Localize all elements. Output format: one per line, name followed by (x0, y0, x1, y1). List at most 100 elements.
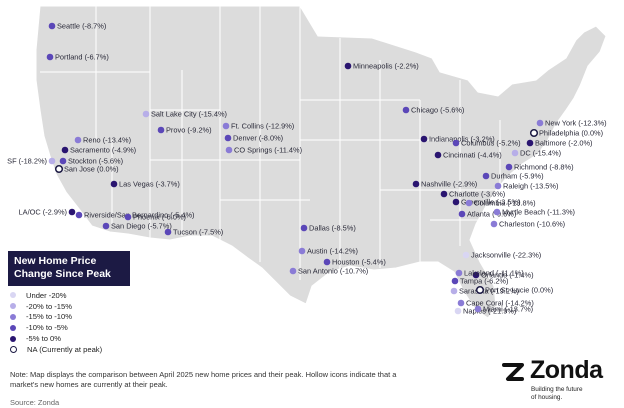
market-label: Columbia (-13.8%) (474, 199, 536, 208)
market-dot (494, 182, 502, 190)
market-label: Houston (-5.4%) (332, 258, 386, 267)
market-dot (46, 53, 54, 61)
market-dot (344, 62, 352, 70)
market-dot (164, 228, 172, 236)
legend-label: -15% to -10% (26, 312, 73, 322)
market-dot (298, 247, 306, 255)
market-dot (300, 224, 308, 232)
zonda-brand: Zonda Building the future of housing. (500, 356, 620, 404)
market-label: Philadelphia (0.0%) (539, 129, 603, 138)
market-dot (475, 285, 485, 295)
legend-item: -5% to 0% (10, 333, 102, 344)
market-dot (323, 258, 331, 266)
market-label: Raleigh (-13.5%) (503, 182, 558, 191)
market-dot (61, 146, 69, 154)
legend-label: Under -20% (26, 290, 67, 300)
market-label: DC (-15.4%) (520, 149, 561, 158)
market-dot (68, 208, 76, 216)
market-dot (454, 307, 462, 315)
market-dot (412, 180, 420, 188)
market-dot (505, 163, 513, 171)
market-dot (511, 149, 519, 157)
market-label: Minneapolis (-2.2%) (353, 62, 419, 71)
market-label: Richmond (-8.8%) (514, 163, 574, 172)
market-label: Myrtle Beach (-11.3%) (502, 208, 575, 217)
brand-tagline-line2: of housing. (531, 393, 563, 401)
market-dot (490, 220, 498, 228)
market-dot (289, 267, 297, 275)
market-label: Naples (-21.9%) (463, 307, 516, 316)
market-label: Sacramento (-4.9%) (70, 146, 136, 155)
market-label: San Jose (0.0%) (64, 165, 119, 174)
market-dot (142, 110, 150, 118)
market-dot (102, 222, 110, 230)
market-label: New York (-12.3%) (545, 119, 607, 128)
market-dot (48, 22, 56, 30)
market-dot (457, 299, 465, 307)
market-label: Portland (-6.7%) (55, 53, 109, 62)
market-dot (124, 213, 132, 221)
market-label: Chicago (-5.6%) (411, 106, 464, 115)
market-label: Indianapolis (-3.2%) (429, 135, 495, 144)
legend: Under -20% -20% to -15% -15% to -10% -10… (10, 290, 102, 355)
market-dot (465, 199, 473, 207)
market-dot (452, 139, 460, 147)
market-dot (110, 180, 118, 188)
note-line2: market's new homes are currently at thei… (10, 380, 168, 389)
market-dot (472, 271, 480, 279)
legend-title-line1: New Home Price (14, 255, 97, 267)
market-label: SF (-18.2%) (7, 157, 47, 166)
market-dot (493, 208, 501, 216)
market-label: Jacksonville (-22.3%) (471, 251, 541, 260)
market-label: Nashville (-2.9%) (421, 180, 477, 189)
market-label: Las Vegas (-3.7%) (119, 180, 180, 189)
market-label: Riverside/San Bernardino (-5.4%) (84, 211, 195, 220)
market-label: Phoenix (-6.0%) (133, 213, 186, 222)
market-label: Durham (-5.9%) (491, 172, 544, 181)
market-dot (526, 139, 534, 147)
legend-label: -20% to -15% (26, 301, 73, 311)
market-dot (452, 198, 460, 206)
legend-swatch-20-to-15 (10, 303, 16, 310)
brand-tagline: Building the future of housing. (531, 386, 621, 401)
source-text: Source: Zonda (10, 398, 60, 407)
market-dot (458, 210, 466, 218)
zonda-logo-icon (502, 363, 524, 381)
market-dot (434, 151, 442, 159)
market-label: San Antonio (-10.7%) (298, 267, 368, 276)
brand-name: Zonda (530, 356, 603, 384)
market-dot (462, 251, 470, 259)
legend-swatch-at-peak (10, 345, 17, 353)
market-label: Dallas (-8.5%) (309, 224, 356, 233)
market-label: Atlanta (-9.6%) (467, 210, 516, 219)
market-dot (440, 190, 448, 198)
market-dot (451, 277, 459, 285)
market-dot (224, 134, 232, 142)
market-label: Tampa (-6.2%) (460, 277, 508, 286)
market-label: Denver (-8.0%) (233, 134, 283, 143)
market-label: Reno (-13.4%) (83, 136, 131, 145)
market-dot (75, 211, 83, 219)
map-note: Note: Map displays the comparison betwee… (10, 370, 480, 390)
market-label: Cincinnati (-4.4%) (443, 151, 502, 160)
legend-swatch-under-20 (10, 292, 16, 299)
market-dot (482, 172, 490, 180)
market-label: LA/OC (-2.9%) (19, 208, 67, 217)
legend-item: -20% to -15% (10, 301, 102, 312)
market-label: Cape Coral (-14.2%) (466, 299, 534, 308)
legend-swatch-10-to-5 (10, 324, 16, 331)
market-label: Austin (-14.2%) (307, 247, 358, 256)
legend-title: New Home Price Change Since Peak (8, 251, 130, 286)
legend-label: -10% to -5% (26, 323, 68, 333)
market-label: Greenville (-3.5%) (461, 198, 521, 207)
state-borders (40, 6, 520, 280)
market-label: Tucson (-7.5%) (173, 228, 223, 237)
market-dot (225, 146, 233, 154)
legend-label: -5% to 0% (26, 334, 62, 344)
market-dot (536, 119, 544, 127)
market-label: Salt Lake City (-15.4%) (151, 110, 227, 119)
legend-item: -15% to -10% (10, 312, 102, 323)
market-dot (54, 164, 64, 174)
market-dot (420, 135, 428, 143)
legend-title-line2: Change Since Peak (14, 268, 111, 280)
